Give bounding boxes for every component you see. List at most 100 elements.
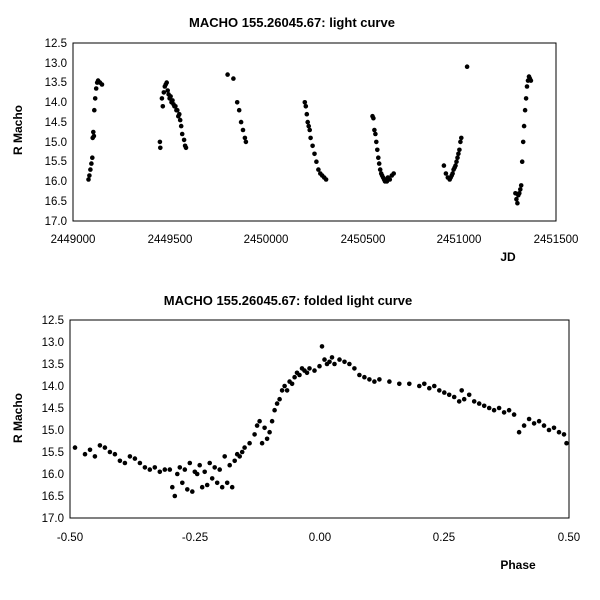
- data-point: [86, 177, 91, 182]
- data-point: [197, 462, 202, 468]
- x-ticks: 2449000 2449500 2450000 2450500 2451000 …: [51, 234, 579, 246]
- data-point: [72, 445, 78, 450]
- x-tick-label: 2450000: [244, 234, 289, 246]
- data-point: [459, 388, 465, 393]
- y-tick-label: 15.5: [45, 156, 67, 168]
- plot-area: 12.5 13.0 13.5 14.0 14.5 15.0 15.5 16.0 …: [45, 38, 579, 246]
- data-point: [332, 361, 337, 367]
- data-point: [372, 127, 377, 133]
- data-point: [491, 407, 497, 413]
- data-point: [407, 381, 412, 387]
- data-point: [92, 107, 97, 113]
- data-point: [137, 460, 143, 466]
- data-point: [496, 405, 502, 411]
- data-point: [501, 410, 507, 415]
- x-tick-label: 2449500: [148, 234, 193, 246]
- data-point: [450, 171, 455, 176]
- data-point: [97, 443, 103, 448]
- data-point: [457, 147, 462, 153]
- data-point: [179, 131, 185, 137]
- data-point: [454, 159, 459, 164]
- data-point: [377, 377, 382, 382]
- x-tick-label: 2451000: [437, 234, 482, 246]
- data-point: [240, 127, 246, 133]
- data-point: [177, 465, 183, 470]
- data-point: [292, 374, 297, 380]
- data-point: [322, 357, 327, 362]
- data-point: [459, 135, 464, 141]
- data-point: [90, 155, 95, 160]
- y-tick-label: 14.0: [45, 97, 67, 109]
- data-point: [347, 361, 352, 367]
- y-tick-label: 16.5: [42, 491, 64, 503]
- data-point: [432, 383, 437, 389]
- data-point: [387, 177, 393, 182]
- data-point: [514, 196, 519, 202]
- data-point: [82, 451, 88, 457]
- x-ticks: -0.50 -0.25 0.00 0.25 0.50: [57, 532, 580, 544]
- data-point: [456, 399, 462, 404]
- y-tick-label: 13.0: [42, 337, 64, 349]
- data-point: [229, 484, 235, 490]
- data-point: [442, 390, 447, 395]
- data-point: [91, 129, 96, 135]
- y-tick-label: 13.5: [42, 359, 64, 371]
- y-tick-label: 15.0: [42, 425, 64, 437]
- data-point: [157, 469, 163, 475]
- x-tick-label: 2451500: [534, 234, 579, 246]
- data-point: [461, 396, 467, 402]
- data-point: [282, 383, 287, 389]
- data-point: [316, 167, 321, 172]
- data-point: [170, 484, 175, 490]
- data-point: [524, 84, 530, 89]
- y-tick-label: 17.0: [45, 216, 67, 228]
- data-point: [262, 425, 267, 431]
- x-tick-label: 2450500: [341, 234, 386, 246]
- data-point: [231, 76, 236, 81]
- data-point: [180, 480, 185, 486]
- data-point: [302, 100, 308, 105]
- data-point: [375, 147, 380, 153]
- data-point: [466, 392, 472, 398]
- data-point: [187, 460, 193, 466]
- data-point: [520, 139, 526, 145]
- data-point: [486, 405, 492, 411]
- y-tick-label: 17.0: [42, 513, 64, 525]
- data-point: [372, 379, 377, 384]
- data-point: [159, 96, 165, 101]
- data-point: [455, 155, 460, 160]
- data-point: [519, 159, 525, 164]
- data-point: [127, 454, 133, 459]
- folded-light-curve-chart: MACHO 155.26045.67: folded light curve R…: [11, 293, 580, 572]
- data-point: [277, 396, 282, 402]
- data-point: [374, 139, 379, 145]
- data-point: [289, 381, 295, 387]
- data-point: [451, 394, 457, 400]
- data-point: [259, 440, 265, 446]
- data-point: [272, 407, 277, 413]
- data-point: [352, 366, 357, 371]
- y-tick-label: 13.0: [45, 58, 67, 70]
- y-axis-label: R Macho: [11, 105, 25, 155]
- data-point: [238, 119, 244, 125]
- data-point: [556, 429, 562, 435]
- data-point: [252, 432, 257, 437]
- data-point: [242, 135, 248, 141]
- chart-title: MACHO 155.26045.67: light curve: [189, 15, 395, 30]
- data-point: [269, 418, 275, 424]
- data-point: [528, 78, 534, 83]
- data-point: [217, 467, 222, 472]
- data-point: [99, 82, 105, 87]
- data-point: [456, 151, 461, 157]
- data-point: [279, 388, 285, 393]
- data-point: [518, 187, 523, 192]
- data-point: [376, 161, 382, 166]
- data-point: [190, 489, 195, 494]
- chart-title: MACHO 155.26045.67: folded light curve: [164, 293, 413, 308]
- data-point: [517, 191, 522, 196]
- data-point: [93, 86, 99, 91]
- data-point: [202, 469, 207, 475]
- data-point: [458, 139, 463, 145]
- data-point: [167, 467, 173, 472]
- data-point: [307, 366, 312, 371]
